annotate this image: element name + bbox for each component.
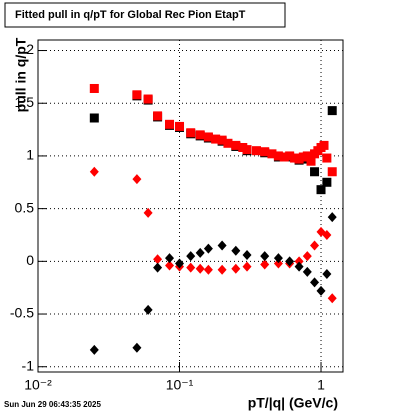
diamond-marker xyxy=(322,268,332,279)
diamond-marker xyxy=(186,262,196,273)
diamond-marker xyxy=(327,293,337,304)
diamond-marker xyxy=(316,285,326,296)
y-axis-title: pull in q/pT xyxy=(13,37,29,112)
diamond-marker xyxy=(294,261,304,272)
square-marker xyxy=(316,185,326,195)
diamond-marker xyxy=(132,342,142,353)
square-marker xyxy=(310,167,320,177)
square-marker xyxy=(175,121,185,131)
diamond-marker xyxy=(327,212,337,223)
diamond-marker xyxy=(195,247,205,258)
square-marker xyxy=(242,145,252,155)
diamond-marker xyxy=(186,251,196,262)
diamond-marker xyxy=(260,251,270,262)
title-box xyxy=(4,2,286,28)
chart-title: Fitted pull in q/pT for Global Rec Pion … xyxy=(15,9,246,21)
diamond-marker xyxy=(231,245,241,256)
diamond-marker xyxy=(242,250,252,261)
diamond-marker xyxy=(310,277,320,288)
diamond-marker xyxy=(132,174,142,185)
y-tick-label: -0.5 xyxy=(10,305,34,321)
diamond-marker xyxy=(143,304,153,315)
square-marker xyxy=(203,132,213,142)
square-marker xyxy=(285,151,295,161)
diamond-marker xyxy=(285,256,295,267)
diamond-marker xyxy=(217,240,227,251)
y-tick-label: 1 xyxy=(26,147,34,163)
diamond-marker xyxy=(302,266,312,277)
diamond-marker xyxy=(242,261,252,272)
square-marker xyxy=(132,90,142,100)
square-marker xyxy=(279,152,289,162)
square-marker xyxy=(319,140,329,150)
square-marker xyxy=(153,111,163,121)
diamond-marker xyxy=(322,229,332,240)
square-marker xyxy=(302,151,312,161)
y-tick-label: 0.5 xyxy=(15,199,35,215)
square-marker xyxy=(186,128,196,138)
diamond-marker xyxy=(165,253,175,264)
diamond-marker xyxy=(260,259,270,270)
square-marker xyxy=(223,138,233,148)
x-axis-title: pT/|q| (GeV/c) xyxy=(248,395,338,411)
square-marker xyxy=(327,167,337,177)
square-marker xyxy=(89,113,99,123)
diamond-marker xyxy=(217,264,227,275)
plot-frame xyxy=(37,39,344,373)
diamond-marker xyxy=(273,253,283,264)
diamond-marker xyxy=(273,258,283,269)
square-marker xyxy=(322,177,332,187)
square-marker xyxy=(231,140,241,150)
diamond-marker xyxy=(203,243,213,254)
diamond-marker xyxy=(294,256,304,267)
x-tick-label: 10⁻² xyxy=(24,377,52,393)
diamond-marker xyxy=(89,166,99,177)
x-tick-label: 1 xyxy=(317,377,325,393)
square-marker xyxy=(165,119,175,129)
x-tick-label: 10⁻¹ xyxy=(166,377,194,393)
diamond-marker xyxy=(165,260,175,271)
diamond-marker xyxy=(89,344,99,355)
diamond-marker xyxy=(231,263,241,274)
diamond-marker xyxy=(203,264,213,275)
y-tick-label: 1.5 xyxy=(15,94,35,110)
square-marker xyxy=(251,146,261,156)
diamond-marker xyxy=(302,251,312,262)
diamond-marker xyxy=(153,254,163,265)
diamond-marker xyxy=(310,240,320,251)
square-marker xyxy=(267,149,277,159)
square-marker xyxy=(211,134,221,144)
y-tick-label: 0 xyxy=(26,252,34,268)
square-marker xyxy=(195,130,205,140)
y-tick-label: -1 xyxy=(22,357,35,373)
square-marker xyxy=(322,153,332,163)
square-marker xyxy=(143,94,153,104)
square-marker xyxy=(327,106,337,116)
y-tick-label: 2 xyxy=(26,41,34,57)
square-marker xyxy=(217,135,227,145)
footer-date: Sun Jun 29 06:43:35 2025 xyxy=(4,400,101,409)
square-marker xyxy=(273,151,283,161)
diamond-marker xyxy=(143,207,153,218)
square-marker xyxy=(306,156,316,166)
diamond-marker xyxy=(153,262,163,273)
square-marker xyxy=(89,83,99,93)
diamond-marker xyxy=(195,263,205,274)
square-marker xyxy=(260,147,270,157)
diamond-marker xyxy=(175,258,185,269)
square-marker xyxy=(290,153,300,163)
